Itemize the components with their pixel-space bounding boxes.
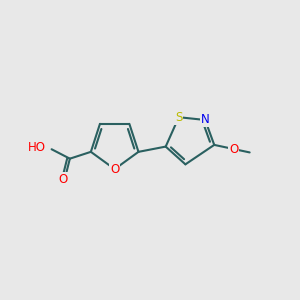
Text: S: S [175, 111, 182, 124]
Text: N: N [201, 113, 209, 127]
Text: O: O [110, 163, 119, 176]
Text: O: O [58, 173, 68, 186]
Text: O: O [229, 142, 239, 156]
Text: HO: HO [28, 141, 46, 154]
